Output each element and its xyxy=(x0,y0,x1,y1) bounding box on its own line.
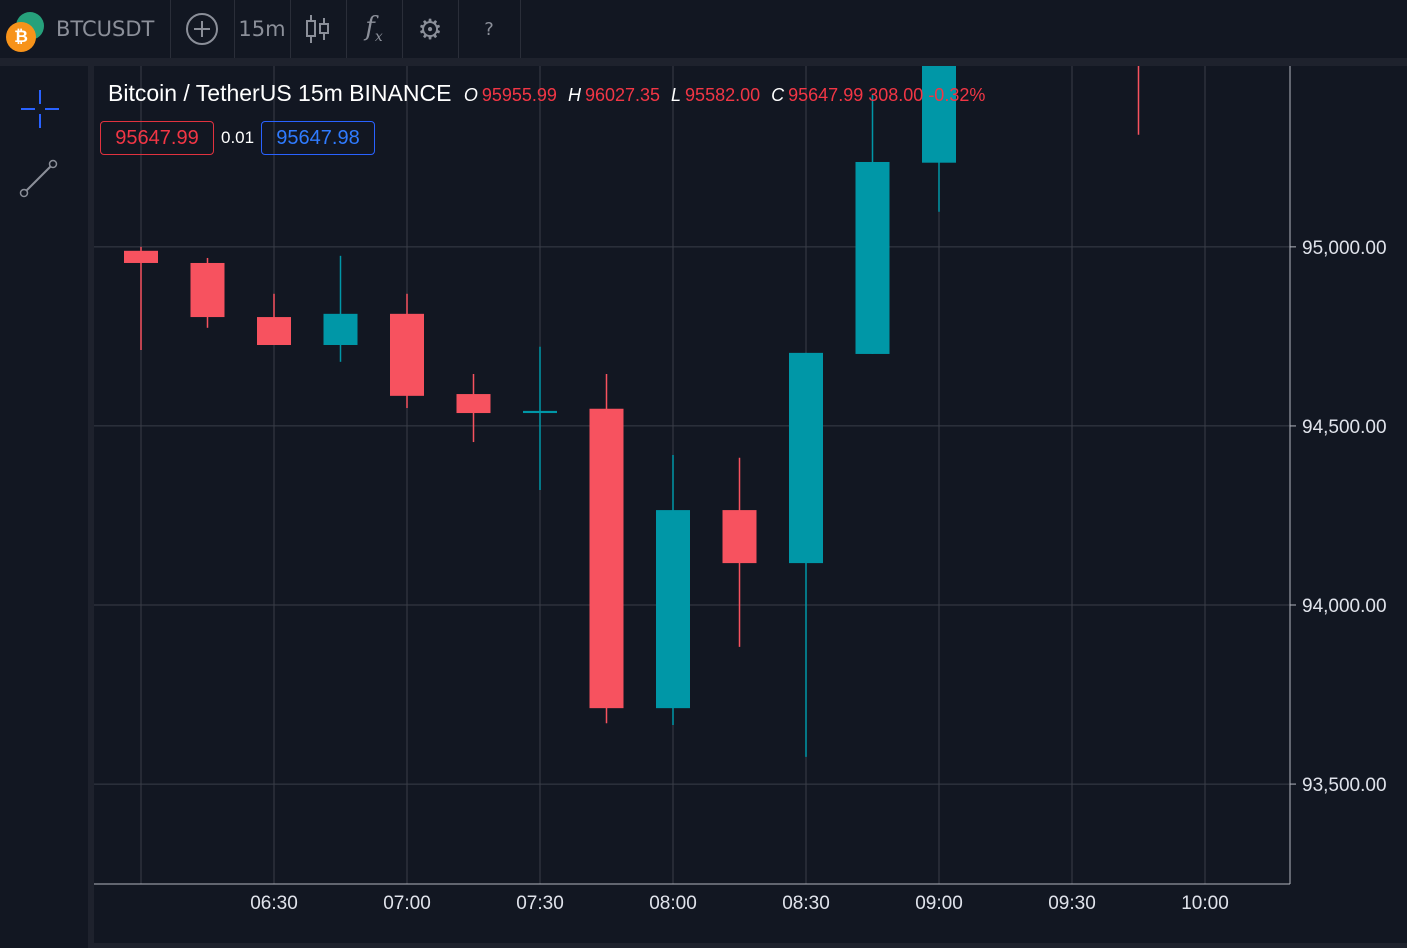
candle xyxy=(1137,66,1140,135)
chart-legend: Bitcoin / TetherUS 15m BINANCE O 95955.99… xyxy=(108,80,985,107)
x-tick-label: 08:30 xyxy=(782,893,830,914)
candlestick-chart[interactable]: 95,000.00 94,500.00 94,000.00 93,500.00 06:3… xyxy=(94,66,1407,943)
candle xyxy=(855,94,890,354)
symbol-label: BTCUSDT xyxy=(56,17,155,41)
candle xyxy=(523,346,557,491)
x-tick-label: 10:00 xyxy=(1181,893,1229,914)
indicators-button[interactable]: fx xyxy=(346,0,403,58)
candle-body xyxy=(789,352,823,564)
close-label: C xyxy=(771,85,785,105)
candle xyxy=(390,293,424,409)
low-label: L xyxy=(671,85,682,105)
candles-icon xyxy=(306,15,329,43)
candle-body xyxy=(323,313,358,345)
bitcoin-logo-icon: ₿ xyxy=(6,22,36,52)
change-percent: -0.32% xyxy=(928,85,986,105)
candle xyxy=(789,352,823,757)
candle-body xyxy=(456,394,491,414)
candle xyxy=(190,257,225,328)
high-label: H xyxy=(567,85,581,105)
candle xyxy=(456,374,491,443)
close-value: 95647.99 xyxy=(788,85,864,105)
candle xyxy=(656,454,690,725)
candle-body xyxy=(855,161,890,354)
high-value: 96027.35 xyxy=(584,85,661,105)
open-value: 95955.99 xyxy=(481,85,557,105)
candle-body xyxy=(124,250,158,263)
help-button[interactable]: ? xyxy=(458,0,521,58)
open-label: O xyxy=(463,85,478,105)
x-tick-label: 07:00 xyxy=(383,893,431,914)
y-tick-label: 94,500.00 xyxy=(1302,417,1387,438)
candle xyxy=(589,374,624,724)
buy-button[interactable]: 95647.98 xyxy=(261,121,375,155)
x-tick-label: 06:30 xyxy=(250,893,298,914)
y-tick-label: 95,000.00 xyxy=(1302,238,1387,259)
x-tick-label: 09:00 xyxy=(915,893,963,914)
gear-icon: ⚙ xyxy=(417,12,443,46)
compare-button[interactable] xyxy=(170,0,235,58)
crosshair-icon[interactable] xyxy=(21,90,59,128)
candle-body xyxy=(656,510,690,709)
candle-body xyxy=(390,313,424,396)
legend-title: Bitcoin / TetherUS 15m BINANCE xyxy=(108,80,452,106)
spread-value: 0.01 xyxy=(221,128,255,147)
candle xyxy=(124,246,158,351)
symbol-button[interactable]: ₿ BTCUSDT xyxy=(0,0,171,58)
x-tick-label: 07:30 xyxy=(516,893,564,914)
candle-body xyxy=(257,317,291,345)
candle xyxy=(922,66,956,212)
x-tick-label: 08:00 xyxy=(649,893,697,914)
settings-button[interactable]: ⚙ xyxy=(402,0,459,58)
help-icon: ? xyxy=(484,18,494,40)
top-toolbar: ₿ BTCUSDT 15m fx ⚙ ? xyxy=(0,0,1407,58)
interval-button[interactable]: 15m xyxy=(234,0,291,58)
y-tick-label: 93,500.00 xyxy=(1302,775,1387,796)
candle xyxy=(323,255,358,362)
candle-body xyxy=(523,410,557,414)
candles xyxy=(124,66,1140,757)
low-value: 95582.00 xyxy=(685,85,761,105)
chart-pane[interactable]: 95,000.00 94,500.00 94,000.00 93,500.00 06:3… xyxy=(94,66,1407,943)
change-value: 308.00 xyxy=(868,85,924,105)
chart-type-button[interactable] xyxy=(290,0,347,58)
drawing-toolbar xyxy=(0,66,88,948)
candle-body xyxy=(589,408,624,709)
function-icon: fx xyxy=(365,12,383,46)
interval-label: 15m xyxy=(238,17,286,41)
candle-body xyxy=(190,262,225,318)
sell-button[interactable]: 95647.99 xyxy=(100,121,214,155)
candle xyxy=(257,293,291,345)
candle-body xyxy=(922,66,956,163)
trend-line-icon[interactable] xyxy=(19,159,58,198)
candle xyxy=(722,457,757,647)
tools-svg xyxy=(19,90,59,198)
y-tick-label: 94,000.00 xyxy=(1302,596,1387,617)
x-tick-label: 09:30 xyxy=(1048,893,1096,914)
plus-circle-icon xyxy=(186,13,218,45)
candle-body xyxy=(722,510,757,564)
